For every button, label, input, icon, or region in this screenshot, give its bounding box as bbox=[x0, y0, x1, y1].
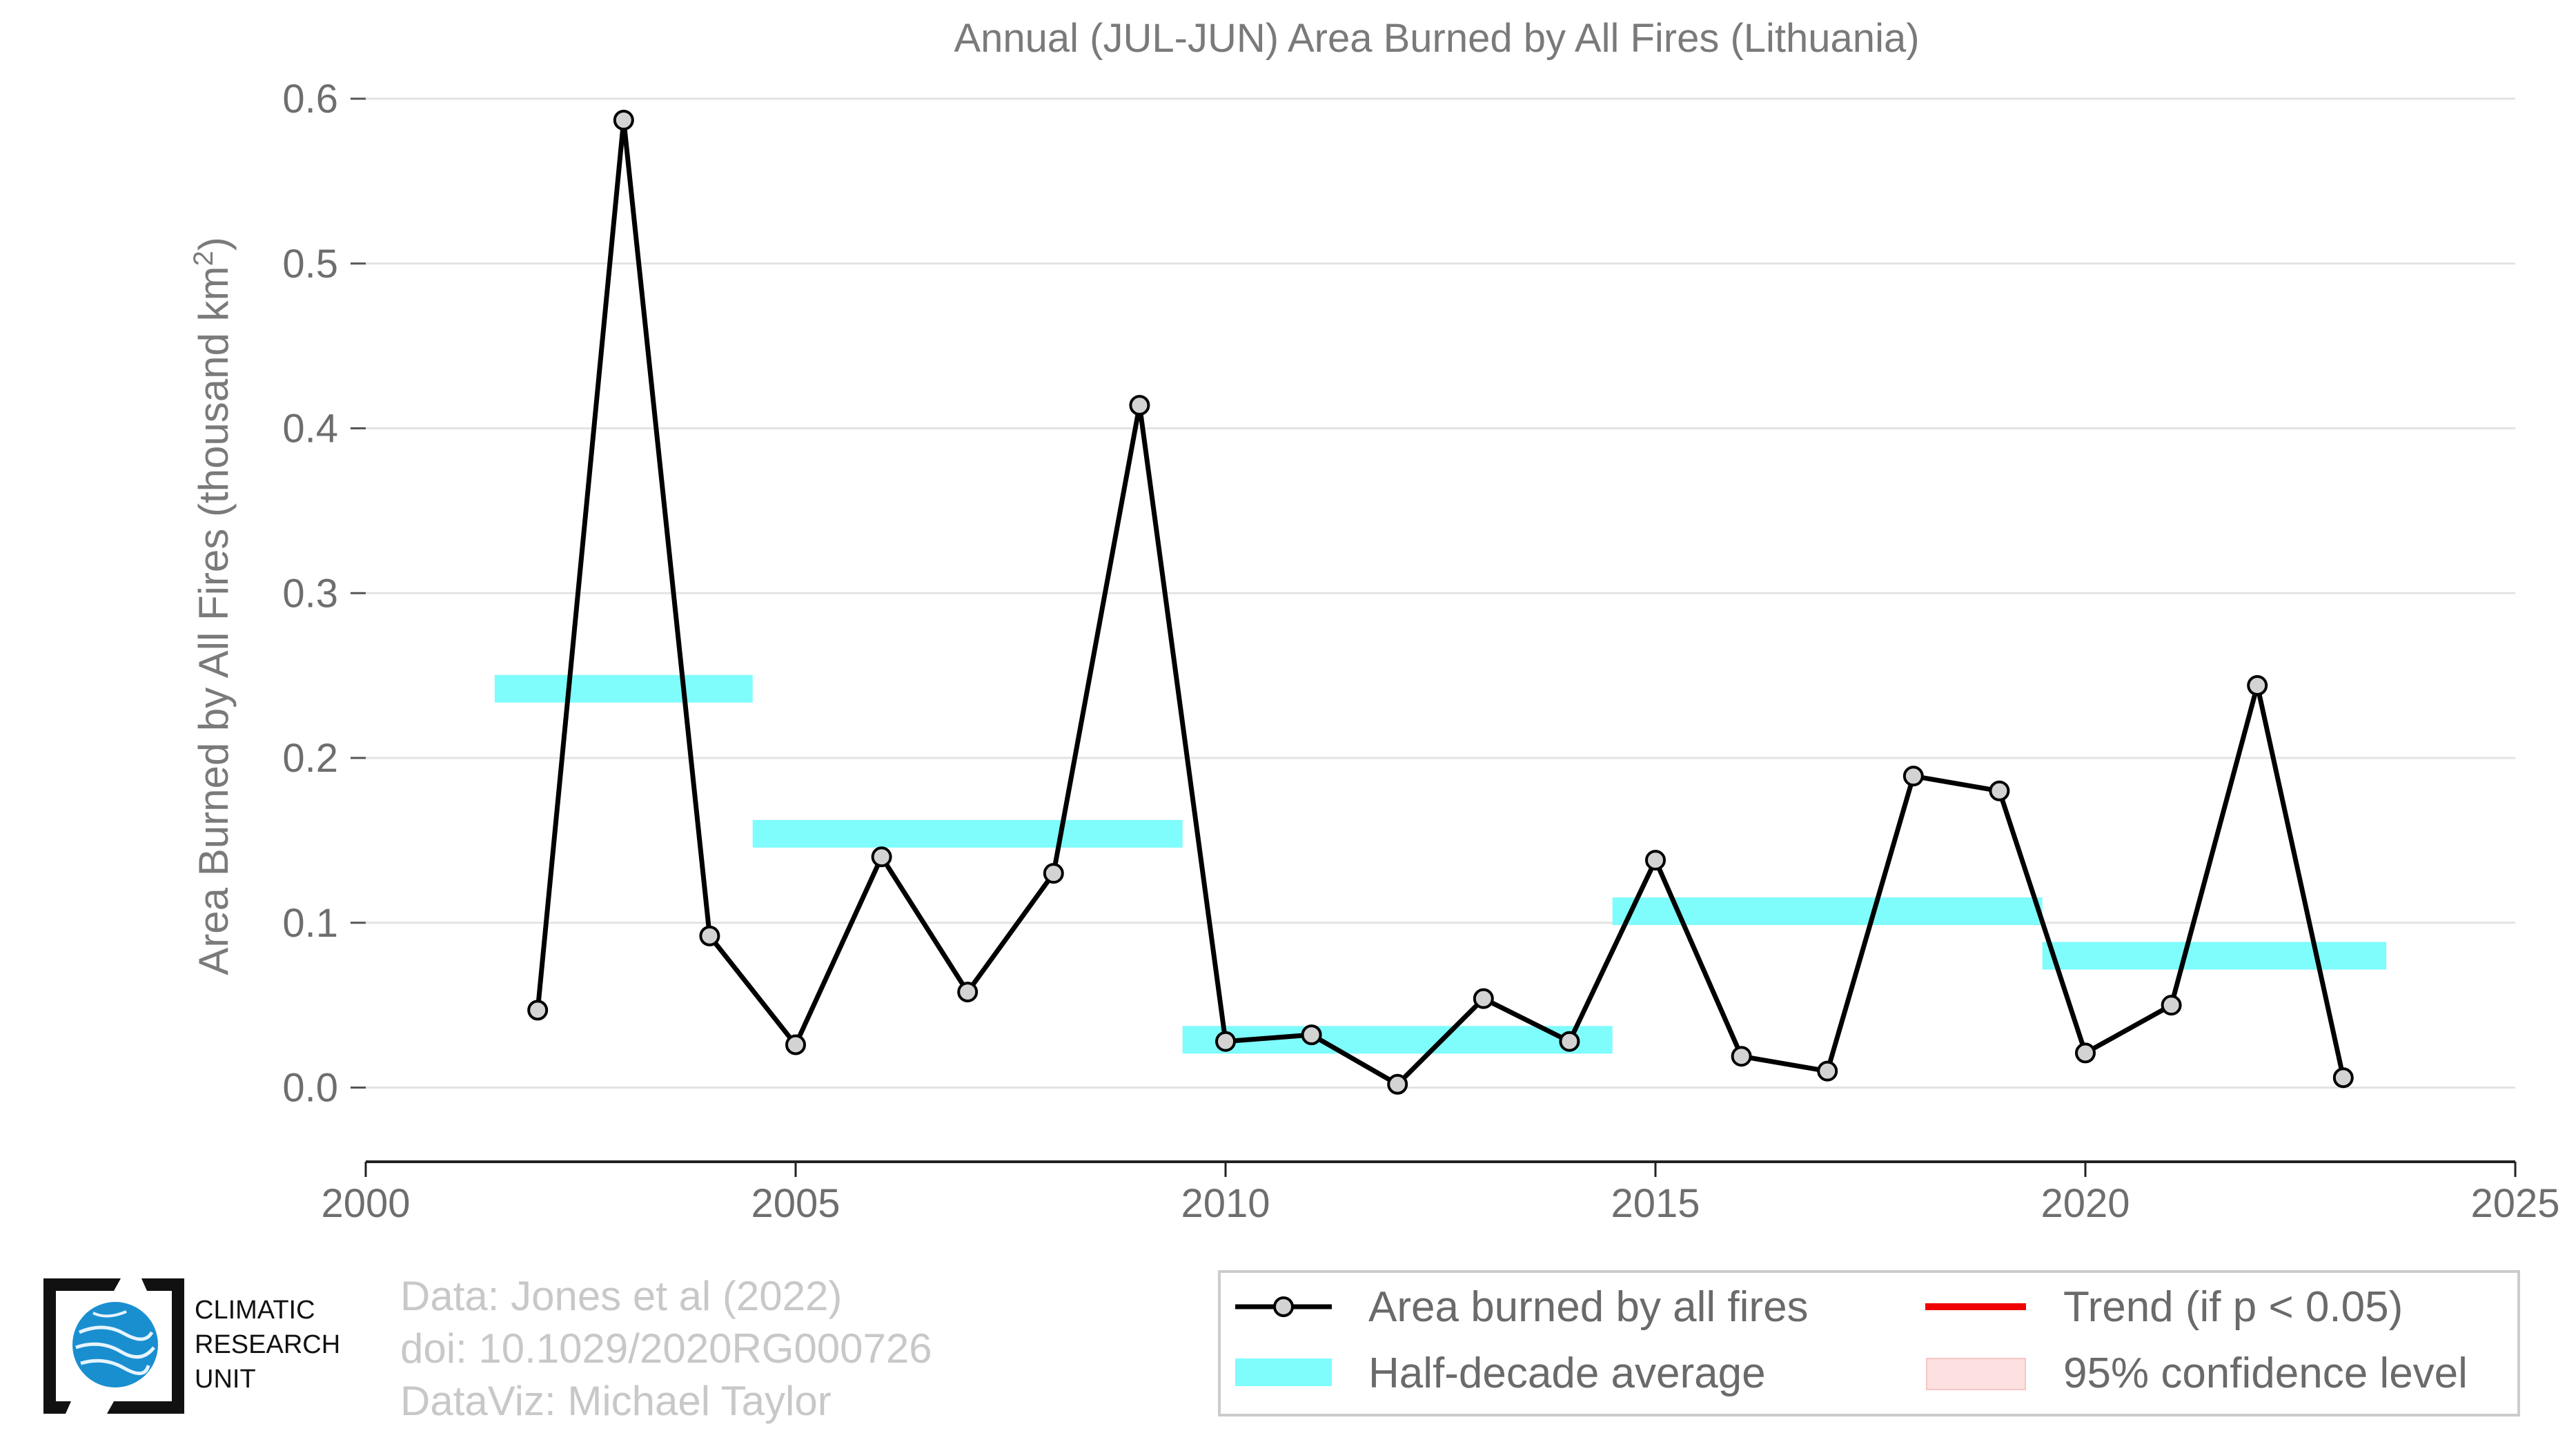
data-point bbox=[2247, 674, 2268, 696]
legend-label-confidence: 95% confidence level bbox=[2063, 1350, 2468, 1397]
half-decade-band bbox=[752, 819, 1183, 848]
data-point bbox=[2075, 1042, 2096, 1064]
y-axis-title-superscript: 2 bbox=[188, 251, 219, 266]
series-area-burned bbox=[527, 110, 2354, 1095]
legend-entry-area-burned: Area burned by all fires bbox=[1235, 1283, 1809, 1331]
legend-entry-trend: Trend (if p < 0.05) bbox=[1925, 1283, 2403, 1331]
legend-label-area-burned: Area burned by all fires bbox=[1368, 1283, 1809, 1331]
half-decade-averages bbox=[494, 674, 2387, 1054]
x-tick-label: 2000 bbox=[321, 1181, 410, 1226]
credit-data-source: Data: Jones et al (2022) bbox=[400, 1273, 843, 1319]
cru-logo-text: CLIMATIC RESEARCH UNIT bbox=[195, 1293, 340, 1396]
legend-entry-confidence: 95% confidence level bbox=[1926, 1350, 2468, 1397]
y-axis-title: Area Burned by All Fires (thousand km2) bbox=[188, 237, 237, 975]
logo-line-3: UNIT bbox=[195, 1365, 256, 1394]
x-tick-label: 2020 bbox=[2041, 1181, 2130, 1226]
legend-label-trend: Trend (if p < 0.05) bbox=[2063, 1283, 2403, 1331]
data-point bbox=[1387, 1073, 1408, 1095]
data-point bbox=[2161, 995, 2182, 1016]
data-point bbox=[1129, 395, 1150, 416]
legend-entry-half-decade: Half-decade average bbox=[1235, 1350, 1766, 1397]
x-tick-label: 2015 bbox=[1611, 1181, 1700, 1226]
y-tick-label: 0.4 bbox=[282, 407, 338, 451]
y-axis-title-end: ) bbox=[190, 237, 237, 251]
legend-label-half-decade: Half-decade average bbox=[1368, 1350, 1766, 1397]
y-tick-label: 0.2 bbox=[282, 736, 338, 781]
legend: Area burned by all fires Trend (if p < 0… bbox=[1218, 1270, 2520, 1416]
x-tick-label: 2025 bbox=[2470, 1181, 2559, 1226]
chart-title: Annual (JUL-JUN) Area Burned by All Fire… bbox=[954, 16, 1919, 61]
y-tick-label: 0.1 bbox=[282, 901, 338, 946]
logo-line-2: RESEARCH bbox=[195, 1330, 341, 1359]
data-point bbox=[1043, 863, 1064, 884]
data-point bbox=[1215, 1031, 1236, 1052]
x-axis: 2000 2005 2010 2015 2020 2025 bbox=[321, 1160, 2560, 1226]
data-credits: Data: Jones et al (2022) doi: 10.1029/20… bbox=[400, 1270, 932, 1428]
data-point bbox=[785, 1034, 806, 1055]
legend-half-decade-swatch bbox=[1235, 1359, 1332, 1386]
series-line bbox=[535, 117, 2346, 1087]
x-tick-label: 2010 bbox=[1181, 1181, 1270, 1226]
data-point bbox=[1989, 780, 2010, 801]
cru-logo-mark bbox=[43, 1278, 184, 1414]
y-tick-label: 0.0 bbox=[282, 1066, 338, 1111]
half-decade-band bbox=[2042, 942, 2387, 970]
data-point bbox=[2332, 1067, 2354, 1089]
y-axis-title-main: Area Burned by All Fires (thousand km bbox=[190, 266, 237, 975]
data-point bbox=[1902, 766, 1924, 787]
legend-confidence-swatch bbox=[1926, 1358, 2026, 1390]
data-point bbox=[1473, 988, 1494, 1009]
logo-line-1: CLIMATIC bbox=[195, 1296, 315, 1325]
data-point bbox=[871, 846, 892, 868]
data-point bbox=[527, 1000, 549, 1021]
cru-logo bbox=[38, 1270, 190, 1425]
data-point bbox=[1301, 1024, 1322, 1046]
y-tick-label: 0.5 bbox=[282, 242, 338, 286]
data-point bbox=[1559, 1031, 1580, 1052]
data-point bbox=[1731, 1046, 1752, 1067]
credit-dataviz: DataViz: Michael Taylor bbox=[400, 1378, 832, 1424]
gridlines bbox=[366, 97, 2515, 1089]
legend-frame bbox=[1218, 1270, 2520, 1416]
data-point bbox=[613, 110, 634, 131]
y-axis-ticks: 0.0 0.1 0.2 0.3 0.4 0.5 0.6 bbox=[282, 77, 366, 1111]
data-point bbox=[1645, 850, 1666, 871]
data-point bbox=[957, 982, 979, 1003]
data-point bbox=[699, 925, 720, 946]
legend-marker-swatch bbox=[1273, 1296, 1294, 1317]
half-decade-band bbox=[494, 674, 753, 703]
x-tick-label: 2005 bbox=[751, 1181, 840, 1226]
y-tick-label: 0.3 bbox=[282, 571, 338, 616]
data-point bbox=[1817, 1060, 1838, 1082]
credit-doi: doi: 10.1029/2020RG000726 bbox=[400, 1325, 932, 1372]
y-tick-label: 0.6 bbox=[282, 77, 338, 121]
